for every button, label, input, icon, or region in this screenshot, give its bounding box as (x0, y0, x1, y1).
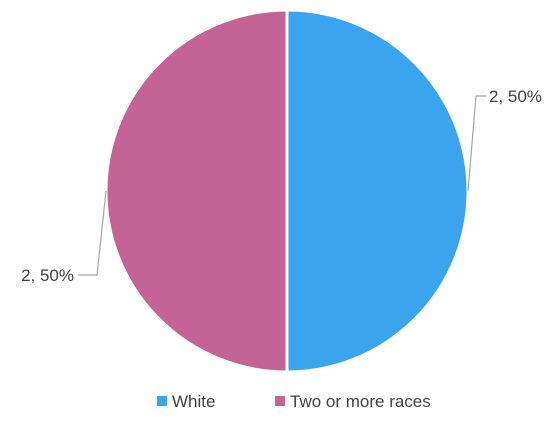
data-labels: 2, 50% 2, 50% (21, 87, 542, 285)
legend-label: Two or more races (290, 392, 431, 411)
legend: White Two or more races (157, 392, 431, 411)
pie-slice-two-or-more-races (104, 8, 289, 374)
leader-line (467, 95, 486, 192)
legend-label: White (172, 392, 215, 411)
data-label: 2, 50% (489, 87, 542, 106)
leader-lines (78, 95, 486, 276)
pie-slice-white (285, 8, 470, 374)
leader-line (78, 190, 107, 276)
pie-slices (104, 8, 470, 374)
legend-swatch (275, 396, 285, 406)
legend-swatch (157, 396, 167, 406)
data-label: 2, 50% (21, 266, 74, 285)
